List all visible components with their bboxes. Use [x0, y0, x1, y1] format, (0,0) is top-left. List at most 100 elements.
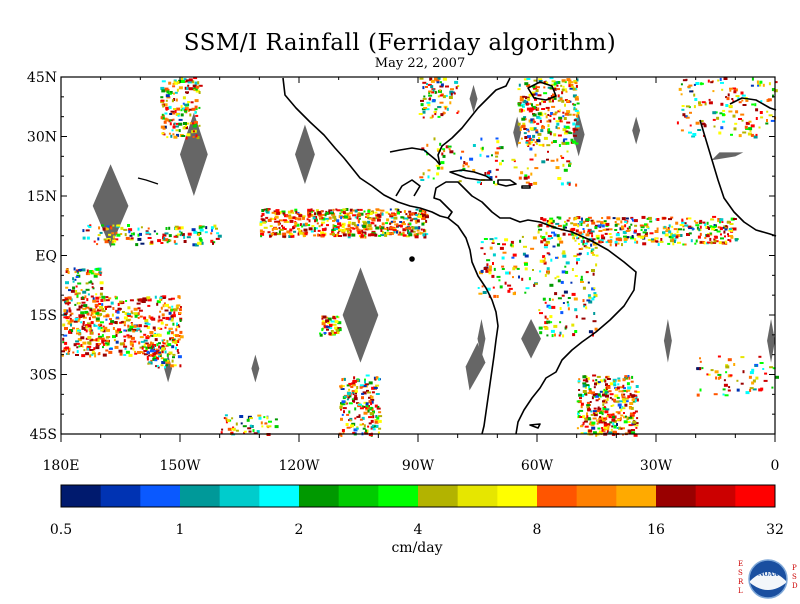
rain-cell — [696, 367, 701, 371]
rain-cell — [389, 208, 392, 211]
rain-cell — [722, 388, 726, 391]
rain-cell — [538, 223, 543, 227]
rain-cell — [707, 79, 710, 83]
rain-cell — [95, 296, 100, 300]
rain-cell — [748, 120, 752, 123]
rain-cell — [740, 113, 745, 116]
rain-cell — [341, 222, 346, 226]
rain-cell — [370, 406, 373, 409]
rain-cell — [356, 229, 361, 233]
rain-cell — [77, 319, 80, 323]
rain-cell — [229, 419, 232, 422]
rain-cell — [352, 227, 356, 230]
rain-cell — [582, 242, 585, 246]
rain-cell — [115, 225, 120, 228]
rain-cell — [95, 267, 100, 271]
rain-cell — [108, 297, 112, 300]
rain-cell — [499, 246, 504, 250]
rain-cell — [352, 214, 357, 217]
rain-cell — [609, 421, 613, 424]
rain-cell — [349, 229, 352, 233]
rain-cell — [576, 126, 580, 129]
rain-cell — [92, 308, 96, 311]
rain-cell — [561, 99, 565, 103]
rain-cell — [170, 297, 175, 300]
rain-cell — [553, 133, 557, 137]
rain-cell — [119, 352, 123, 356]
rain-cell — [603, 388, 608, 392]
rain-cell — [91, 352, 96, 355]
rain-cell — [534, 92, 538, 96]
rain-cell — [629, 392, 632, 396]
rain-cell — [631, 398, 636, 402]
rain-cell — [427, 83, 432, 86]
rain-cell — [114, 238, 119, 241]
rain-cell — [161, 113, 164, 116]
rain-cell — [749, 387, 754, 390]
rain-cell — [589, 401, 592, 403]
rain-cell — [150, 349, 154, 353]
rain-cell — [191, 228, 196, 232]
rain-cell — [152, 345, 155, 348]
rain-cell — [499, 285, 503, 289]
rain-cell — [535, 104, 539, 106]
rain-cell — [616, 423, 618, 426]
rain-cell — [130, 347, 133, 350]
rain-cell — [321, 320, 325, 324]
rain-cell — [372, 428, 376, 431]
rain-cell — [124, 346, 127, 350]
rain-cell — [517, 122, 521, 126]
rain-cell — [88, 281, 93, 284]
rain-cell — [374, 224, 377, 227]
rain-cell — [320, 224, 323, 227]
rain-cell — [751, 368, 755, 372]
rain-cell — [404, 217, 409, 220]
rain-cell — [539, 119, 542, 123]
rain-cell — [175, 328, 178, 332]
rain-cell — [429, 116, 433, 119]
rain-cell — [605, 417, 608, 421]
rain-cell — [321, 213, 325, 216]
rain-cell — [330, 330, 334, 332]
rain-cell — [598, 230, 603, 232]
rain-cell — [152, 355, 156, 359]
rain-cell — [158, 342, 161, 345]
rain-cell — [557, 297, 562, 300]
rain-cell — [145, 231, 150, 234]
rain-cell — [176, 307, 179, 310]
rain-cell — [224, 414, 228, 417]
rain-cell — [120, 226, 124, 230]
rain-cell — [593, 407, 597, 410]
rain-cell — [422, 172, 425, 176]
rain-cell — [189, 122, 192, 125]
rain-cell — [119, 342, 124, 346]
rain-cell — [185, 124, 187, 127]
rain-cell — [682, 243, 685, 246]
rain-cell — [101, 340, 105, 344]
rain-cell — [544, 273, 547, 277]
rain-cell — [631, 375, 634, 379]
rain-cell — [82, 321, 85, 324]
rain-cell — [187, 232, 192, 236]
rain-cell — [538, 326, 543, 330]
rain-cell — [201, 225, 205, 228]
rain-cell — [748, 375, 752, 379]
rain-cell — [562, 334, 565, 338]
rain-cell — [687, 225, 692, 228]
rain-cell — [85, 272, 90, 276]
rain-cell — [525, 181, 530, 184]
colorbar-swatch — [537, 485, 578, 507]
rain-cell — [634, 390, 638, 393]
rain-cell — [269, 217, 273, 220]
rain-cell — [370, 419, 374, 423]
rain-cell — [130, 237, 134, 240]
rain-cell — [335, 329, 340, 332]
rain-cell — [170, 110, 175, 113]
rain-cell — [205, 226, 208, 230]
rain-cell — [351, 221, 356, 225]
rain-cell — [627, 421, 631, 423]
rain-cell — [421, 212, 423, 215]
rain-cell — [624, 403, 628, 407]
rain-cell — [543, 86, 546, 89]
rain-cell — [178, 312, 182, 315]
